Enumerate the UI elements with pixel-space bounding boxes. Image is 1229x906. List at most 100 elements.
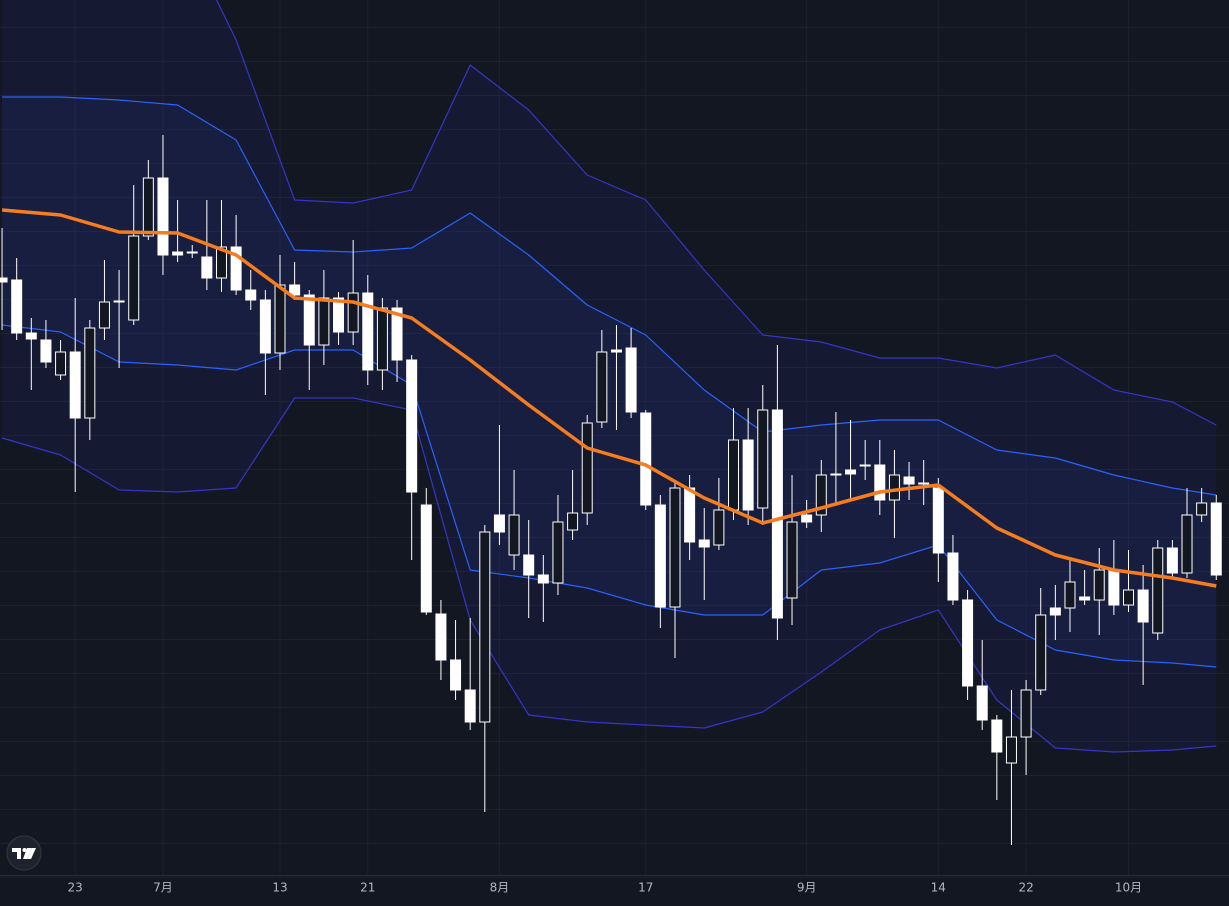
candle-body	[932, 487, 944, 554]
candle-body	[245, 289, 257, 301]
x-tick-label: 17	[638, 881, 653, 895]
candle-body	[142, 177, 154, 237]
candle-body	[420, 504, 432, 613]
candle-body	[801, 514, 813, 523]
candle-body	[333, 297, 345, 333]
candle-body	[113, 300, 125, 303]
candle-body	[128, 235, 140, 321]
candle-body	[84, 327, 96, 419]
x-tick-label: 23	[68, 881, 83, 895]
candle-body	[669, 487, 681, 608]
candle-body	[55, 351, 67, 376]
band-line	[1, 324, 1217, 668]
candle-body	[523, 554, 535, 576]
candle-body	[684, 487, 696, 543]
x-tick-label: 7月	[153, 881, 173, 895]
x-tick-label: 9月	[797, 881, 817, 895]
logo-circle	[6, 835, 42, 871]
candle-body	[1005, 736, 1017, 764]
candle-body	[610, 349, 622, 353]
candle-body	[172, 251, 184, 256]
candle-body	[450, 659, 462, 691]
candle-body	[640, 412, 652, 506]
candle-body	[625, 347, 637, 413]
candle-body	[1181, 514, 1193, 574]
candle-body	[1196, 502, 1208, 516]
logo-glyph	[27, 848, 36, 859]
candle-body	[362, 292, 374, 371]
candle-body	[347, 292, 359, 333]
candle-body	[1166, 547, 1178, 574]
candle-body	[581, 422, 593, 514]
candle-body	[201, 256, 213, 279]
candle-body	[552, 521, 564, 584]
candle-body	[0, 277, 8, 283]
candle-body	[215, 246, 227, 279]
candle-body	[25, 332, 37, 340]
candle-body	[1079, 596, 1091, 601]
logo-glyph	[22, 848, 27, 852]
x-axis: 23 7月 13 21 8月 17 9月 14 22 10月	[68, 881, 1143, 895]
candle-body	[830, 473, 842, 476]
candle-body	[845, 469, 857, 475]
candle-body	[1210, 502, 1222, 576]
candle-body	[274, 284, 286, 354]
candle-body	[493, 514, 505, 533]
candle-body	[479, 531, 491, 723]
candle-body	[1152, 547, 1164, 634]
x-tick-label: 22	[1018, 881, 1033, 895]
candle-body	[303, 294, 315, 346]
candle-body	[976, 685, 988, 721]
candle-body	[230, 246, 242, 291]
candle-body	[186, 251, 198, 254]
candle-body	[11, 279, 23, 334]
candle-body	[742, 439, 754, 511]
candle-body	[1020, 689, 1032, 738]
candle-body	[98, 301, 110, 329]
candle-body	[1093, 569, 1105, 601]
band-line	[2, 96, 1217, 496]
candle-body	[962, 599, 974, 687]
candle-body	[888, 474, 900, 501]
tradingview-logo	[6, 835, 42, 871]
logo-glyph	[23, 848, 32, 859]
x-tick-label: 10月	[1115, 881, 1142, 895]
plot-area	[0, 0, 1222, 845]
candle-body	[537, 574, 549, 584]
candle-body	[259, 299, 271, 354]
x-tick-label: 14	[931, 881, 946, 895]
candle-body	[157, 177, 169, 256]
candle-body	[40, 339, 52, 363]
candle-body	[757, 409, 769, 509]
band-fill	[2, 0, 1217, 752]
band-fill	[2, 97, 1217, 667]
band-line	[215, 0, 1217, 426]
candle-body	[435, 613, 447, 661]
candle-body	[815, 474, 827, 516]
logo-glyph	[12, 848, 21, 859]
candle-body	[376, 307, 388, 371]
candle-body	[991, 719, 1003, 753]
candle-body	[1108, 569, 1120, 606]
x-tick-label: 13	[272, 881, 287, 895]
candle-body	[713, 509, 725, 546]
candle-body	[654, 504, 666, 608]
candle-body	[318, 297, 330, 346]
candle-body	[728, 439, 740, 511]
candle-body	[859, 464, 871, 467]
candle-body	[596, 351, 608, 423]
candle-body	[786, 521, 798, 599]
candle-body	[947, 552, 959, 601]
candle-body	[903, 476, 915, 485]
candle-body	[1035, 614, 1047, 691]
candle-body	[508, 514, 520, 556]
candle-body	[918, 482, 930, 485]
band-line	[1, 208, 1217, 588]
candle-body	[69, 351, 81, 419]
x-tick-label: 8月	[490, 881, 510, 895]
candle-body	[1122, 589, 1134, 606]
candle-body	[874, 464, 886, 501]
candle-body	[406, 359, 418, 493]
candle-body	[771, 409, 783, 619]
